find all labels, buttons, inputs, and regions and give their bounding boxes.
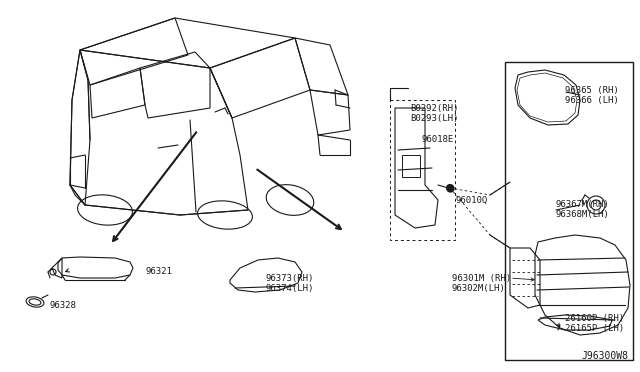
Text: B0293(LH): B0293(LH) bbox=[410, 113, 458, 122]
Text: 96328: 96328 bbox=[50, 301, 77, 310]
Bar bbox=[390, 100, 455, 240]
Text: 26165P (LH): 26165P (LH) bbox=[565, 324, 624, 333]
Text: 96373(RH): 96373(RH) bbox=[265, 273, 314, 282]
Text: 96301M (RH): 96301M (RH) bbox=[452, 273, 511, 282]
Text: 96302M(LH): 96302M(LH) bbox=[452, 283, 506, 292]
Text: 96368M(LH): 96368M(LH) bbox=[556, 211, 610, 219]
Text: 96367M(RH): 96367M(RH) bbox=[556, 201, 610, 209]
Text: 96018E: 96018E bbox=[422, 135, 454, 144]
Bar bbox=[402, 155, 420, 177]
Text: 96366 (LH): 96366 (LH) bbox=[565, 96, 619, 105]
Bar bbox=[505, 62, 633, 360]
Text: 96374(LH): 96374(LH) bbox=[265, 283, 314, 292]
Text: 96321: 96321 bbox=[145, 267, 172, 276]
Text: 26160P (RH): 26160P (RH) bbox=[565, 314, 624, 323]
Text: 96010Q: 96010Q bbox=[455, 196, 487, 205]
Text: B0292(RH): B0292(RH) bbox=[410, 103, 458, 112]
Text: J96300W8: J96300W8 bbox=[581, 351, 628, 361]
Text: 96365 (RH): 96365 (RH) bbox=[565, 86, 619, 94]
